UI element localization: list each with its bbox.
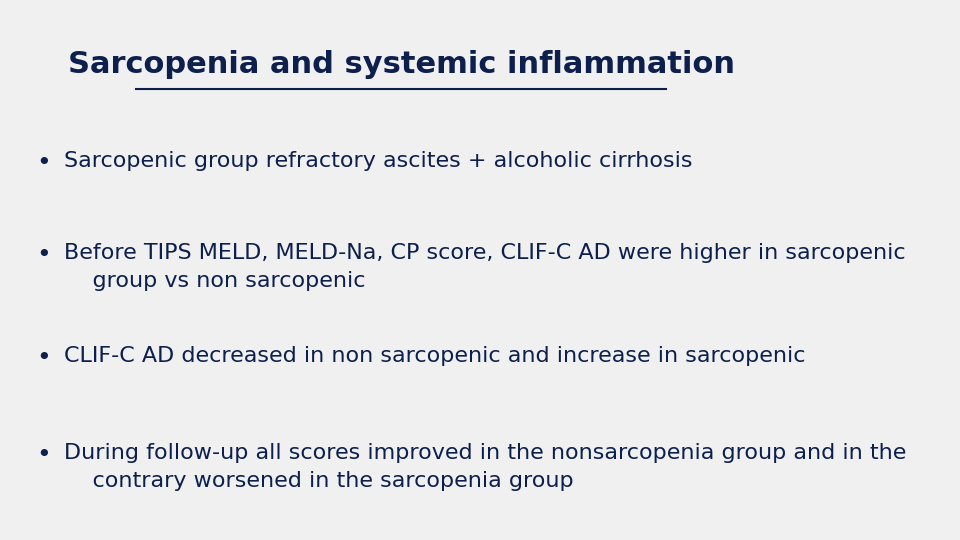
Text: •: • (36, 151, 52, 175)
Text: Sarcopenic group refractory ascites + alcoholic cirrhosis: Sarcopenic group refractory ascites + al… (64, 151, 693, 171)
Text: •: • (36, 346, 52, 369)
Text: Before TIPS MELD, MELD-Na, CP score, CLIF-C AD were higher in sarcopenic
    gro: Before TIPS MELD, MELD-Na, CP score, CLI… (64, 243, 906, 291)
Text: CLIF-C AD decreased in non sarcopenic and increase in sarcopenic: CLIF-C AD decreased in non sarcopenic an… (64, 346, 805, 366)
Text: •: • (36, 243, 52, 267)
Text: Sarcopenia and systemic inflammation: Sarcopenia and systemic inflammation (67, 50, 734, 79)
Text: During follow-up all scores improved in the nonsarcopenia group and in the
    c: During follow-up all scores improved in … (64, 443, 906, 491)
Text: •: • (36, 443, 52, 467)
